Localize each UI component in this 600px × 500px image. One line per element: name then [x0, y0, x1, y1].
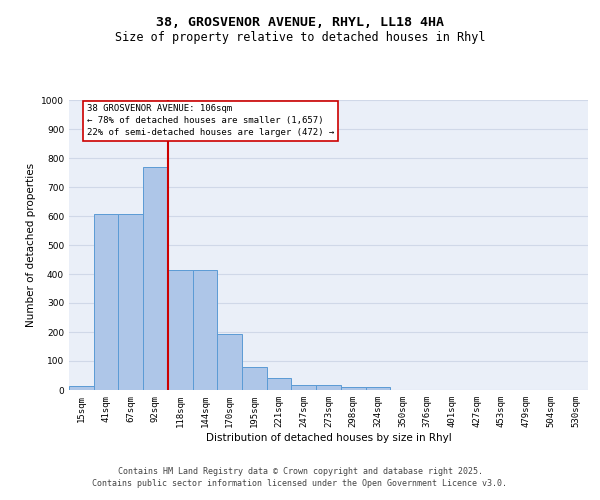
Bar — [217, 334, 242, 390]
Text: 38, GROSVENOR AVENUE, RHYL, LL18 4HA: 38, GROSVENOR AVENUE, RHYL, LL18 4HA — [156, 16, 444, 29]
Bar — [193, 270, 217, 390]
Bar — [143, 166, 168, 390]
Bar — [69, 386, 94, 390]
Bar — [94, 214, 118, 390]
Text: Contains HM Land Registry data © Crown copyright and database right 2025.
Contai: Contains HM Land Registry data © Crown c… — [92, 467, 508, 488]
X-axis label: Distribution of detached houses by size in Rhyl: Distribution of detached houses by size … — [206, 432, 451, 442]
Bar — [292, 385, 316, 390]
Text: Size of property relative to detached houses in Rhyl: Size of property relative to detached ho… — [115, 31, 485, 44]
Bar — [118, 214, 143, 390]
Bar — [316, 385, 341, 390]
Bar — [365, 386, 390, 390]
Bar — [267, 378, 292, 390]
Text: 38 GROSVENOR AVENUE: 106sqm
← 78% of detached houses are smaller (1,657)
22% of : 38 GROSVENOR AVENUE: 106sqm ← 78% of det… — [87, 104, 334, 137]
Bar — [341, 386, 365, 390]
Bar — [168, 270, 193, 390]
Y-axis label: Number of detached properties: Number of detached properties — [26, 163, 35, 327]
Bar — [242, 368, 267, 390]
